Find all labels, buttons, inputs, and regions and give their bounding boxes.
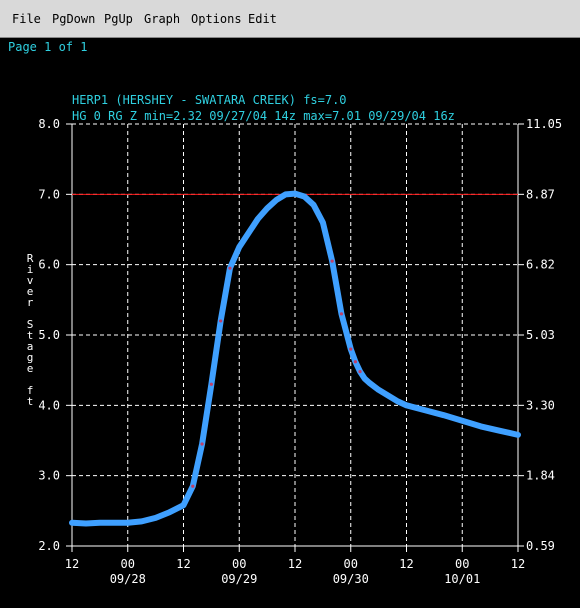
stage-point <box>358 369 362 374</box>
xtick-hour-label: 12 <box>399 557 413 571</box>
ylabel-char: i <box>27 263 34 276</box>
menu-pgdown[interactable]: PgDown <box>52 12 96 26</box>
stage-point <box>200 442 204 446</box>
chart-title: HERP1 (HERSHEY - SWATARA CREEK) fs=7.0 <box>72 93 347 107</box>
xtick-hour-label: 00 <box>121 557 135 571</box>
xtick-date-09/28: 09/28 <box>110 572 146 586</box>
stage-point <box>349 347 353 351</box>
ylabel-char: t <box>27 329 34 342</box>
menu-file[interactable]: File <box>12 12 41 26</box>
ylabel-char: S <box>27 318 34 331</box>
xtick-hour-label: 12 <box>176 557 190 571</box>
menu-bar: File PgDown PgUp Graph Options Edit <box>0 0 580 38</box>
stage-point <box>353 360 357 364</box>
y2tick-label-5.03: 5.03 <box>526 328 555 342</box>
ytick-label-5.0: 5.0 <box>38 328 60 342</box>
xtick-date-10/01: 10/01 <box>444 572 480 586</box>
ytick-label-6.0: 6.0 <box>38 258 60 272</box>
xtick-hour-label: 00 <box>344 557 358 571</box>
ytick-label-7.0: 7.0 <box>38 187 60 201</box>
y2tick-label-3.30: 3.30 <box>526 398 555 412</box>
ylabel-char: r <box>27 296 34 309</box>
stage-point <box>191 484 195 488</box>
y2tick-label-8.87: 8.87 <box>526 187 555 201</box>
ylabel-char: R <box>27 252 34 265</box>
menu-pgup[interactable]: PgUp <box>104 12 133 26</box>
y2tick-label-11.05: 11.05 <box>526 117 562 131</box>
stage-point <box>339 312 344 316</box>
page-label: Page 1 of 1 <box>8 40 88 54</box>
xtick-hour-label: 12 <box>511 557 525 571</box>
menu-options[interactable]: Options <box>191 12 242 26</box>
menu-edit[interactable]: Edit <box>248 12 277 26</box>
xtick-date-09/30: 09/30 <box>333 572 369 586</box>
ylabel-char: e <box>27 362 34 375</box>
xtick-hour-label: 00 <box>455 557 469 571</box>
xtick-hour-label: 12 <box>288 557 302 571</box>
y2tick-label-1.84: 1.84 <box>526 469 555 483</box>
ylabel-char: f <box>27 384 34 397</box>
y2tick-label-6.82: 6.82 <box>526 258 555 272</box>
ytick-label-2.0: 2.0 <box>38 539 60 553</box>
ytick-label-4.0: 4.0 <box>38 398 60 412</box>
ylabel-char: t <box>27 395 34 408</box>
ytick-label-3.0: 3.0 <box>38 469 60 483</box>
ylabel-char: a <box>27 340 34 353</box>
ytick-label-8.0: 8.0 <box>38 117 60 131</box>
xtick-hour-label: 12 <box>65 557 79 571</box>
stage-point <box>228 266 232 270</box>
graph-panel <box>0 38 580 608</box>
stage-series-line <box>69 190 521 527</box>
menu-graph[interactable]: Graph <box>144 12 181 26</box>
y2tick-label-0.59: 0.59 <box>526 539 555 553</box>
ylabel-char: g <box>27 351 34 364</box>
stage-point <box>209 382 213 386</box>
xtick-date-09/29: 09/29 <box>221 572 257 586</box>
ylabel-char: e <box>27 285 34 298</box>
stage-point <box>330 259 334 263</box>
ylabel-char: v <box>27 274 34 287</box>
xtick-hour-label: 00 <box>232 557 246 571</box>
chart-subtitle: HG 0 RG Z min=2.32 09/27/04 14z max=7.01… <box>72 109 455 123</box>
stage-point <box>219 319 223 323</box>
